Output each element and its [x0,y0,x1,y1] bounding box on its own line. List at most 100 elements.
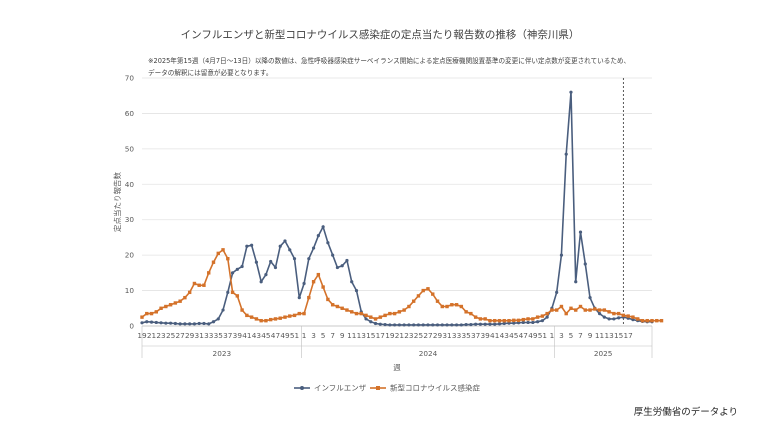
series-1-point [197,321,201,326]
x-tick-label: 37 [471,331,481,340]
x-tick-label: 49 [280,331,290,340]
series-1-point [302,281,306,286]
series-1-point [335,265,340,270]
series-2-point [369,315,373,319]
series-2-point [288,314,292,318]
legend-label: インフルエンザ [314,384,367,393]
series-2-point [621,313,626,318]
y-tick-label: 30 [125,215,135,224]
series-2-point [473,315,478,319]
x-tick-label: 29 [185,331,195,340]
series-1-point [350,280,354,284]
x-tick-label: 23 [404,331,414,340]
chart-note-line-2: データの解釈には留意が必要となります。 [148,69,273,77]
x-tick-label: 47 [271,331,281,340]
series-2-point [173,301,178,305]
series-2-point [445,304,449,309]
x-tick-label: 25 [166,331,175,340]
series-2-point [526,317,530,321]
series-1-point [412,323,416,327]
series-1-point [221,308,225,312]
series-1-point [502,321,506,326]
series-2-point [659,318,664,323]
series-1-point [588,296,592,300]
series-2-point [426,287,430,291]
series-2-point [497,318,502,323]
series-1-point [216,317,220,321]
series-1-point [378,322,382,326]
series-1-point [254,260,258,264]
series-1-point [574,280,578,284]
series-2-point [459,304,464,309]
series-2-point [464,310,468,314]
x-tick-label: 17 [624,331,634,340]
series-1-point [207,322,211,326]
x-tick-label: 35 [214,331,223,340]
x-tick-label: 9 [588,331,593,340]
series-2-point [554,308,559,312]
series-1-point [269,259,273,264]
series-1-point [483,322,487,326]
chart-note-line-1: ※2025年第15週（4月7日～13日）以降の数値は、急性呼吸器感染症サーベイラ… [148,57,631,65]
series-2-point [512,318,516,323]
x-tick-label: 19 [385,331,395,340]
series-1-point [597,312,602,316]
series-1-point [202,321,206,326]
series-1-point [617,316,621,320]
series-2-point [597,308,602,312]
x-tick-label: 39 [481,331,491,340]
series-1-point [559,253,564,257]
data-source-note: 厚生労働省のデータより [633,407,738,418]
series-1-point [230,271,235,275]
x-tick-label: 1 [302,331,307,340]
series-line-1 [141,92,652,326]
series-2-point [640,318,645,323]
y-tick-label: 60 [125,109,135,118]
series-2-point [226,256,230,261]
series-2-point [454,303,459,307]
x-tick-label: 7 [330,331,335,340]
series-2-point [378,315,383,319]
x-tick-label: 29 [433,331,443,340]
x-tick-label: 23 [156,331,166,340]
series-2-point [559,304,564,309]
series-2-point [550,308,554,312]
y-tick-label: 40 [125,180,135,189]
series-2-point [273,317,278,321]
series-2-point [178,299,182,303]
legend-marker [376,386,380,390]
series-2-point [631,315,635,319]
series-1-point [159,321,163,325]
series-1-point [431,323,435,327]
series-1-point [164,321,168,325]
series-2-point [588,308,592,312]
series-1-point [364,317,368,321]
series-1-point [297,296,301,300]
series-2-point [478,317,483,321]
x-tick-label: 7 [578,331,583,340]
series-2-point [207,271,211,275]
series-2-point [564,311,568,316]
series-2-point [259,318,263,323]
series-1-point [602,315,606,319]
x-tick-label: 43 [252,331,262,340]
series-2-point [397,310,402,314]
series-2-point [145,311,149,316]
series-1-point [311,246,316,250]
series-2-point [340,306,344,310]
series-1-point [474,322,478,326]
series-2-point [645,318,649,323]
series-2-point [326,297,330,302]
series-1-point [145,320,149,324]
series-1-point [450,323,454,327]
x-tick-label: 3 [311,331,316,340]
series-2-point [636,317,640,321]
series-2-point [440,304,444,309]
series-2-point [602,308,607,312]
series-1-point [402,323,406,327]
year-label: 2023 [213,349,232,358]
series-1-point [536,320,540,324]
series-1-point [583,262,587,266]
series-1-point [421,323,425,327]
series-1-point [578,230,583,234]
